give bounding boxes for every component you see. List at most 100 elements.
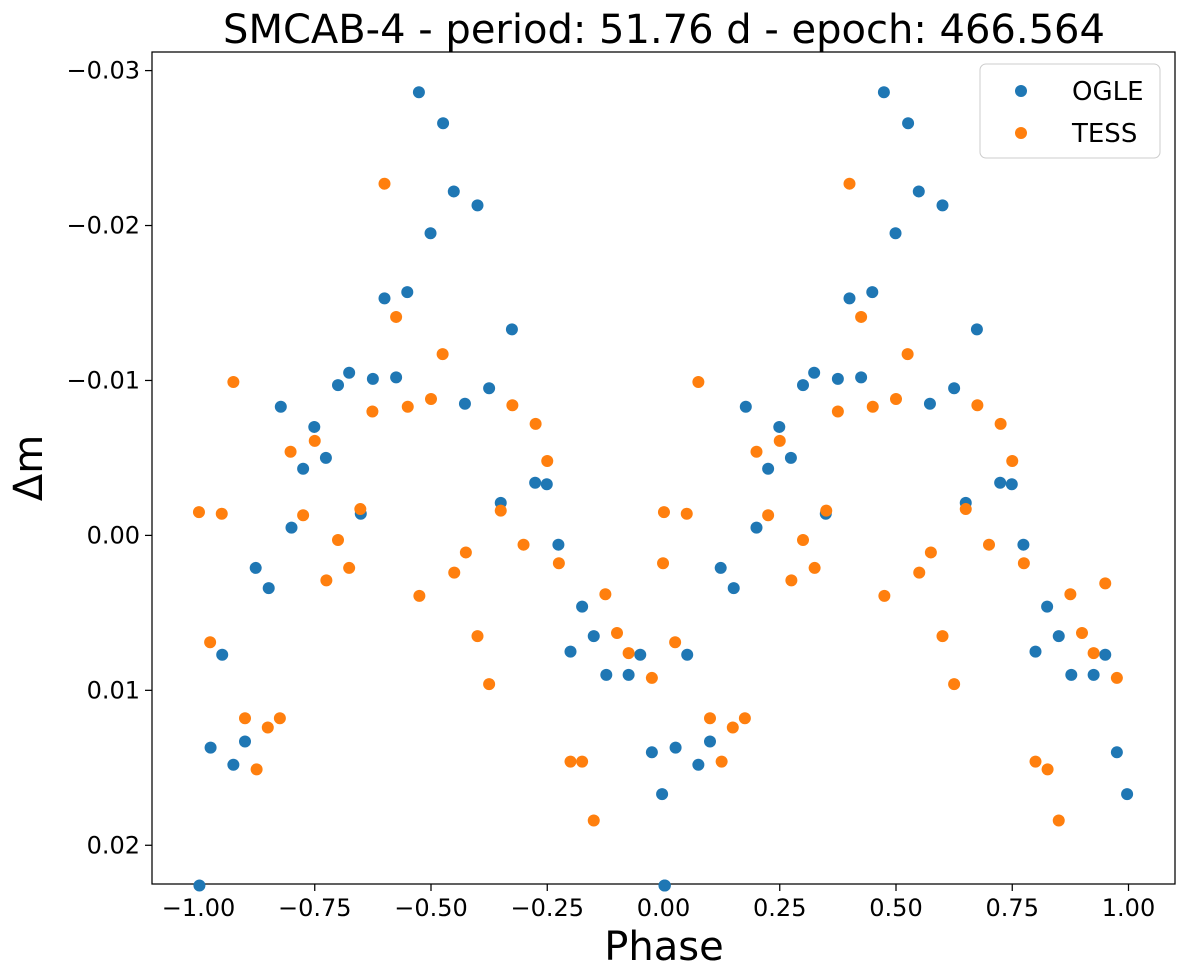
point-ogle	[1065, 668, 1078, 681]
point-tess	[657, 506, 670, 519]
chart-title: SMCAB-4 - period: 51.76 d - epoch: 466.5…	[223, 7, 1105, 53]
point-tess	[645, 671, 658, 684]
point-ogle	[401, 286, 414, 299]
point-ogle	[1041, 600, 1054, 613]
point-tess	[448, 566, 461, 579]
point-ogle	[437, 117, 450, 130]
point-ogle	[564, 645, 577, 658]
point-ogle	[866, 286, 879, 299]
point-ogle	[727, 582, 740, 595]
point-tess	[1006, 455, 1019, 468]
point-ogle	[285, 521, 298, 534]
point-tess	[831, 405, 844, 418]
x-tick-label: 0.75	[986, 894, 1039, 922]
point-tess	[726, 721, 739, 734]
point-ogle	[669, 741, 682, 754]
point-tess	[948, 678, 961, 691]
point-ogle	[274, 400, 287, 413]
point-ogle	[343, 366, 356, 379]
point-ogle	[552, 538, 565, 551]
point-ogle	[1029, 645, 1042, 658]
point-ogle	[458, 397, 471, 410]
point-tess	[192, 506, 205, 519]
point-ogle	[645, 746, 658, 759]
point-ogle	[784, 451, 797, 464]
legend-label-ogle: OGLE	[1072, 77, 1144, 107]
point-tess	[1076, 627, 1088, 640]
point-ogle	[239, 735, 251, 748]
point-ogle	[808, 366, 821, 379]
point-tess	[378, 177, 391, 190]
point-tess	[797, 534, 809, 547]
point-tess	[401, 400, 414, 413]
point-tess	[541, 455, 554, 468]
point-ogle	[1052, 630, 1065, 643]
point-ogle	[249, 561, 262, 574]
point-tess	[215, 507, 228, 520]
point-ogle	[704, 735, 716, 748]
point-tess	[1087, 647, 1100, 660]
point-tess	[1052, 814, 1065, 827]
point-ogle	[576, 600, 589, 613]
data-points	[192, 86, 1134, 892]
point-tess	[994, 417, 1007, 430]
point-tess	[750, 445, 763, 458]
point-tess	[227, 376, 240, 389]
point-tess	[820, 504, 833, 517]
point-ogle	[227, 758, 240, 771]
point-tess	[855, 310, 868, 323]
point-tess	[1029, 755, 1042, 768]
y-tick-label: 0.02	[87, 831, 140, 859]
point-ogle	[773, 420, 786, 433]
point-tess	[715, 755, 728, 768]
point-tess	[808, 561, 821, 574]
point-tess	[738, 712, 751, 725]
point-ogle	[970, 323, 983, 336]
point-tess	[529, 417, 542, 430]
legend: OGLE TESS	[979, 63, 1161, 159]
point-tess	[273, 712, 286, 725]
x-tick-label: 0.25	[753, 894, 806, 922]
point-tess	[936, 630, 949, 643]
point-ogle	[692, 758, 705, 771]
point-tess	[239, 712, 251, 725]
point-ogle	[1110, 746, 1123, 759]
point-ogle	[622, 668, 635, 681]
point-tess	[599, 588, 612, 601]
point-ogle	[366, 372, 379, 385]
point-tess	[762, 509, 775, 522]
point-tess	[983, 538, 995, 551]
point-tess	[366, 405, 379, 418]
point-tess	[692, 376, 705, 389]
point-tess	[1017, 557, 1030, 570]
point-ogle	[936, 199, 949, 212]
point-tess	[390, 310, 403, 323]
x-tick-label: 0.00	[637, 894, 690, 922]
legend-marker-ogle	[1015, 85, 1027, 97]
point-tess	[517, 538, 530, 551]
point-ogle	[332, 379, 344, 392]
point-ogle	[739, 400, 752, 413]
point-tess	[413, 589, 426, 602]
point-tess	[297, 509, 310, 522]
point-tess	[669, 636, 682, 649]
point-ogle	[529, 476, 542, 489]
point-tess	[587, 814, 600, 827]
point-tess	[483, 678, 496, 691]
point-ogle	[656, 788, 669, 801]
point-ogle	[600, 668, 613, 681]
point-tess	[564, 755, 577, 768]
x-tick-label: −0.25	[510, 894, 584, 922]
point-ogle	[319, 451, 332, 464]
point-ogle	[681, 648, 694, 661]
y-axis-label: Δm	[6, 435, 52, 501]
point-ogle	[378, 292, 391, 305]
point-ogle	[204, 741, 217, 754]
legend-marker-tess	[1015, 127, 1027, 139]
point-ogle	[902, 117, 915, 130]
point-ogle	[855, 371, 868, 384]
point-tess	[866, 400, 879, 413]
point-tess	[471, 630, 484, 643]
y-axis: 0.02 0.01 0.00 −0.01 −0.02 −0.03	[66, 57, 152, 859]
point-tess	[343, 561, 356, 574]
